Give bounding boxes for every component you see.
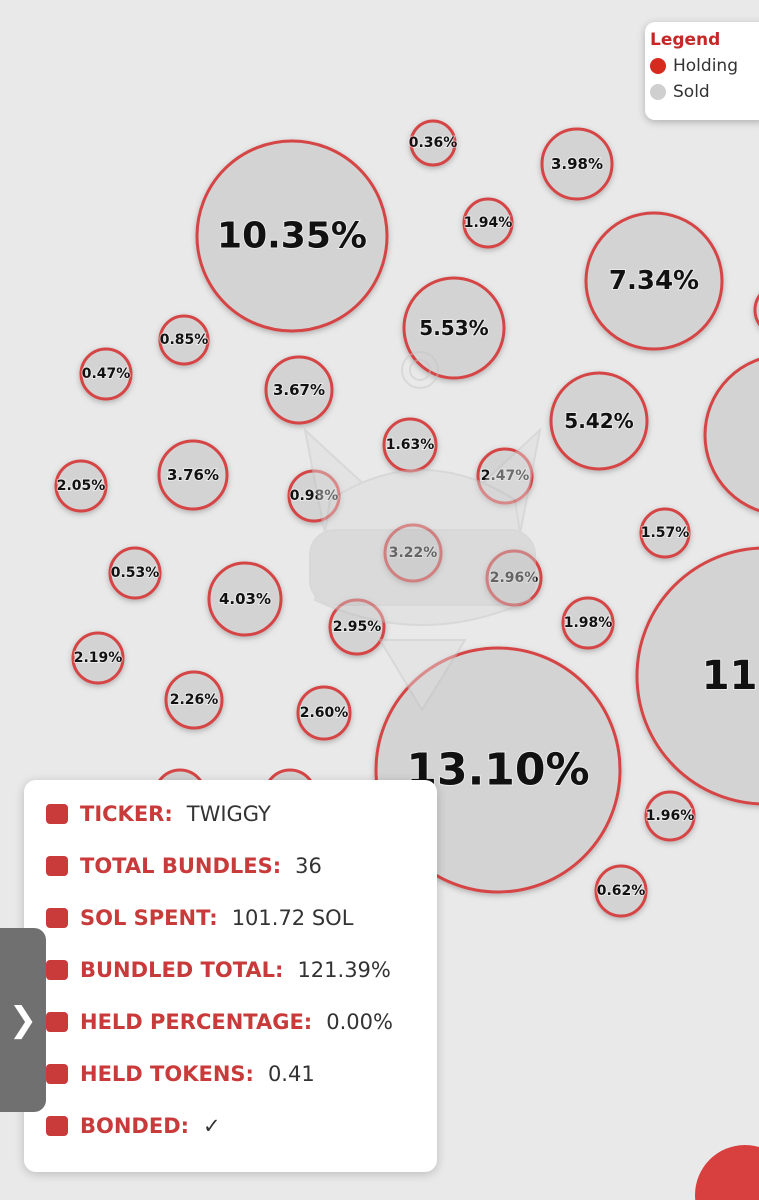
bubble[interactable] [195,139,389,333]
bubble[interactable] [561,596,615,650]
bubble-label: 3.76% [167,466,219,484]
bubble-label: 0.36% [409,135,458,151]
bubble-label: 5.53% [419,316,488,340]
legend-item: Sold [650,82,759,102]
bubble-label: 1.63% [386,437,435,453]
row-icon [46,804,68,824]
bubble-label: 1.98% [564,615,613,631]
bubble[interactable] [402,276,506,380]
info-row: SOL SPENT: 101.72 SOL [46,906,353,930]
bubble[interactable] [462,197,514,249]
bubble-label: 10.35% [217,216,367,257]
bubble[interactable] [703,355,759,515]
info-row: HELD TOKENS: 0.41 [46,1062,315,1086]
bubble-label: 2.60% [300,705,349,721]
drawer-toggle[interactable]: ❯ [0,928,46,1112]
bubble[interactable] [540,127,614,201]
row-value: 36 [295,854,322,878]
bubble[interactable] [79,347,133,401]
bubble-label: 2.47% [481,468,530,484]
row-label: BUNDLED TOTAL: [80,958,284,982]
row-label: HELD TOKENS: [80,1062,254,1086]
row-icon [46,1064,68,1084]
bubble[interactable] [485,549,543,607]
bubble[interactable] [409,119,457,167]
info-row: TICKER: TWIGGY [46,802,271,826]
row-label: BONDED: [80,1114,190,1138]
bubble-label: 2.96% [490,570,539,586]
bubble-label: 0.85% [160,332,209,348]
row-value: 0.41 [267,1062,315,1086]
bubble-label: 2.26% [170,692,219,708]
legend: Legend Holding Sold [645,22,759,120]
bubble[interactable] [54,459,108,513]
bubble[interactable] [635,546,759,806]
bubble-label: 0.62% [597,883,646,899]
bubble[interactable] [644,790,696,842]
bubble[interactable] [374,646,622,894]
row-value: 0.00% [326,1010,393,1034]
row-icon [46,856,68,876]
bubble[interactable] [158,314,210,366]
row-label: HELD PERCENTAGE: [80,1010,313,1034]
bubble[interactable] [753,285,759,335]
bubble-label: 1.94% [464,215,513,231]
bubble-label: 3.98% [551,155,603,173]
bubble[interactable] [382,417,438,473]
row-icon [46,1116,68,1136]
info-row: TOTAL BUNDLES: 36 [46,854,322,878]
bubble[interactable] [264,355,334,425]
row-value: 101.72 SOL [231,906,354,930]
bubble[interactable] [296,685,352,741]
bubble[interactable] [594,864,648,918]
bubble-label: 2.19% [74,650,123,666]
row-label: TICKER: [80,802,173,826]
bubble-label: 1.57% [641,525,690,541]
bubble-label: 0.47% [82,366,131,382]
info-row: BONDED: ✓ [46,1114,221,1138]
fab-button[interactable] [695,1145,759,1200]
bubble-label: 5.42% [564,409,633,433]
row-value: ✓ [203,1114,221,1138]
bubble-label: 1.96% [646,808,695,824]
bubble-label: 0.98% [290,488,339,504]
bubble[interactable] [549,371,649,471]
legend-item: Holding [650,56,759,76]
row-icon [46,908,68,928]
legend-label: Holding [673,56,738,76]
info-panel: TICKER: TWIGGY TOTAL BUNDLES: 36 SOL SPENT: 1… [24,780,437,1172]
bubble-label: 0.53% [111,565,160,581]
row-icon [46,960,68,980]
bubble-label: 11.22 [702,653,759,699]
bubble[interactable] [476,447,534,505]
bubble-label: 2.05% [57,478,106,494]
bubble[interactable] [164,670,224,730]
legend-label: Sold [673,82,710,102]
bubble-label: 4.03% [219,590,271,608]
row-icon [46,1012,68,1032]
bubble[interactable] [383,523,443,583]
bubble[interactable] [584,211,724,351]
bubble[interactable] [328,598,386,656]
bubble-label: 3.67% [273,381,325,399]
row-label: SOL SPENT: [80,906,218,930]
bubble[interactable] [639,507,691,559]
bubble[interactable] [157,439,229,511]
bubble[interactable] [207,561,283,637]
row-label: TOTAL BUNDLES: [80,854,282,878]
bubble-label: 3.22% [389,545,438,561]
info-row: HELD PERCENTAGE: 0.00% [46,1010,393,1034]
cat-logo [303,351,542,712]
bubble-label: 7.34% [609,266,699,296]
bubble[interactable] [108,546,162,600]
info-row: BUNDLED TOTAL: 121.39% [46,958,391,982]
legend-title: Legend [650,30,721,50]
bubble[interactable] [287,469,341,523]
row-value: TWIGGY [186,802,271,826]
row-value: 121.39% [297,958,391,982]
bubble[interactable] [71,631,125,685]
bubble-label: 2.95% [333,619,382,635]
